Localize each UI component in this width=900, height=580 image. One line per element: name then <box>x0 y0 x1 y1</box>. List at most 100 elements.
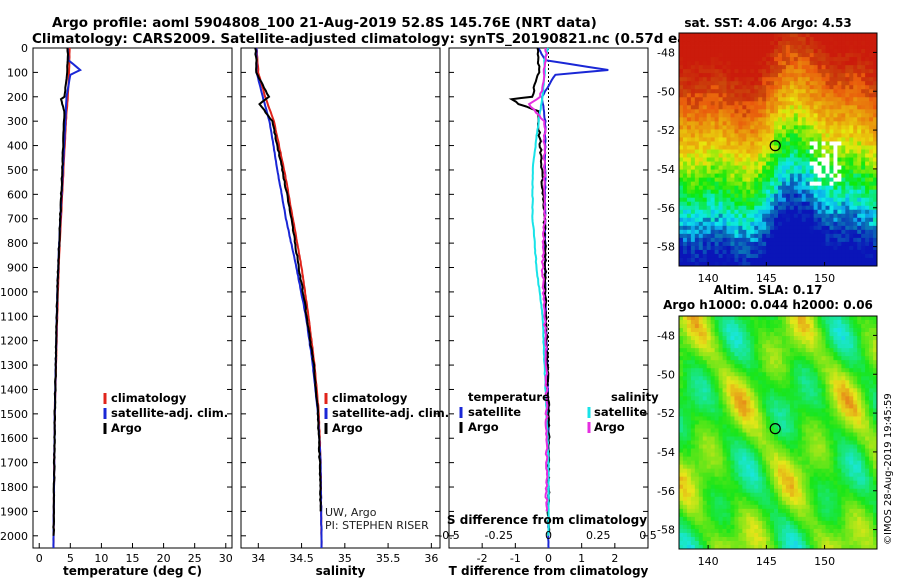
map-cell <box>845 368 850 373</box>
map-cell <box>813 61 818 66</box>
map-cell <box>774 396 779 401</box>
map-cell <box>833 396 838 401</box>
map-cell <box>873 368 877 373</box>
map-cell <box>774 205 779 211</box>
map-cell <box>706 129 712 134</box>
map-cell <box>865 33 870 38</box>
map-cell <box>742 241 747 247</box>
map-cell <box>738 205 743 211</box>
map-cell <box>781 65 787 70</box>
map-cell <box>690 33 696 38</box>
map-cell <box>734 193 739 199</box>
map-cell <box>734 173 739 179</box>
map-cell <box>718 257 723 263</box>
map-cell <box>770 436 775 441</box>
map-cell <box>722 440 727 445</box>
map-cell <box>750 416 755 421</box>
map-cell <box>833 380 838 385</box>
map-cell <box>869 241 874 247</box>
map-cell <box>686 384 692 389</box>
map-cell <box>774 165 779 170</box>
map-cell <box>857 53 862 58</box>
map-cell <box>829 221 834 227</box>
map-cell <box>781 404 787 409</box>
map-cell <box>690 396 696 401</box>
map-cell <box>809 372 815 377</box>
map-cell <box>734 372 739 377</box>
map-cell <box>853 388 858 393</box>
map-cell <box>845 85 850 90</box>
map-cell <box>746 404 751 409</box>
map-cell <box>833 177 838 183</box>
map-cell <box>789 37 795 42</box>
map-cell <box>726 340 731 345</box>
map-cell <box>778 85 783 90</box>
map-cell <box>821 221 826 227</box>
map-cell <box>679 101 684 106</box>
map-cell <box>694 113 700 118</box>
map-cell <box>694 388 700 393</box>
map-cell <box>845 340 850 345</box>
map-cell <box>833 336 838 341</box>
map-cell <box>829 49 834 54</box>
map-cell <box>801 161 807 166</box>
map-cell <box>686 149 692 154</box>
map-cell <box>809 209 815 215</box>
map-cell <box>825 41 830 46</box>
map-cell <box>813 416 818 421</box>
map-cell <box>809 185 815 191</box>
map-cell <box>710 121 716 126</box>
map-cell <box>861 332 866 337</box>
map-cell <box>774 221 779 227</box>
map-cell <box>706 49 712 54</box>
map-cell <box>865 149 870 154</box>
map-cell <box>762 444 767 449</box>
map-cell <box>797 376 803 381</box>
map-cell <box>845 428 850 433</box>
map-cell <box>682 193 688 199</box>
map-cell <box>833 372 838 377</box>
x-tick-label: 10 <box>94 552 108 565</box>
map-cell <box>746 340 751 345</box>
map-cell <box>845 432 850 437</box>
map-cell <box>837 45 842 50</box>
map-cell <box>762 113 767 118</box>
map-cell <box>778 412 783 417</box>
map-cell <box>825 316 830 321</box>
map-cell <box>793 145 799 150</box>
map-cell <box>789 173 795 179</box>
map-cell <box>714 316 719 321</box>
map-cell <box>821 456 826 462</box>
map-cell <box>686 229 692 235</box>
map-cell <box>686 412 692 417</box>
map-cell <box>817 181 822 187</box>
map-cell <box>742 177 747 183</box>
map-cell <box>778 404 783 409</box>
map-cell <box>722 129 727 134</box>
map-cell <box>829 356 834 361</box>
map-cell <box>698 221 704 227</box>
map-cell <box>801 416 807 421</box>
map-cell <box>789 121 795 126</box>
map-cell <box>845 257 850 263</box>
map-cell <box>679 428 684 433</box>
map-cell <box>730 440 735 445</box>
map-cell <box>817 33 822 38</box>
map-cell <box>698 400 704 405</box>
map-cell <box>809 137 815 142</box>
map-cell <box>766 344 771 349</box>
map-cell <box>805 249 811 255</box>
map-cell <box>849 428 854 433</box>
map-cell <box>679 320 684 325</box>
map-cell <box>770 356 775 361</box>
map-cell <box>797 193 803 199</box>
map-cell <box>742 436 747 441</box>
map-cell <box>857 45 862 50</box>
map-cell <box>766 217 771 223</box>
map-cell <box>698 125 704 130</box>
map-cell <box>785 85 791 90</box>
map-cell <box>682 324 688 329</box>
map-cell <box>861 428 866 433</box>
map-cell <box>781 49 787 54</box>
map-cell <box>833 261 838 266</box>
